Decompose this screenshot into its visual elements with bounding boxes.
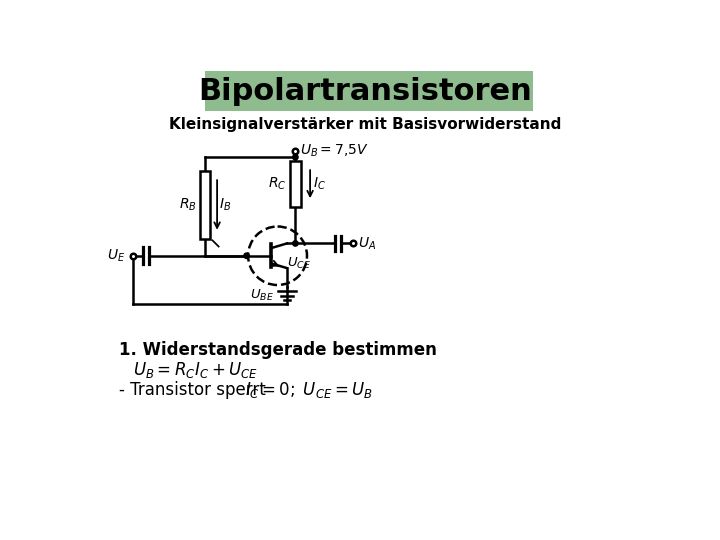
Text: $R_B$: $R_B$ xyxy=(179,197,197,213)
Text: $U_B=7{,}5V$: $U_B=7{,}5V$ xyxy=(300,143,369,159)
Text: $U_{BE}$: $U_{BE}$ xyxy=(250,288,274,303)
Text: $I_B$: $I_B$ xyxy=(220,197,232,213)
Text: $U_B = R_C I_C + U_{CE}$: $U_B = R_C I_C + U_{CE}$ xyxy=(132,361,258,381)
Text: Bipolartransistoren: Bipolartransistoren xyxy=(198,77,532,106)
Text: $I_C$: $I_C$ xyxy=(313,176,326,192)
Circle shape xyxy=(244,253,249,259)
Text: $U_A$: $U_A$ xyxy=(358,235,377,252)
Circle shape xyxy=(292,154,298,160)
Text: - Transistor sperrt: - Transistor sperrt xyxy=(120,381,266,399)
Text: $U_{CE}$: $U_{CE}$ xyxy=(287,256,311,271)
Text: $U_E$: $U_E$ xyxy=(107,247,126,264)
Text: $I_C = 0;\; U_{CE} = U_B$: $I_C = 0;\; U_{CE} = U_B$ xyxy=(245,380,373,400)
Bar xyxy=(200,171,210,239)
FancyBboxPatch shape xyxy=(204,71,534,111)
Bar xyxy=(290,161,301,207)
Text: $R_C$: $R_C$ xyxy=(269,176,287,192)
Text: 1. Widerstandsgerade bestimmen: 1. Widerstandsgerade bestimmen xyxy=(120,341,437,359)
Circle shape xyxy=(292,241,298,246)
Text: Kleinsignalverstärker mit Basisvorwiderstand: Kleinsignalverstärker mit Basisvorwiders… xyxy=(169,117,562,132)
